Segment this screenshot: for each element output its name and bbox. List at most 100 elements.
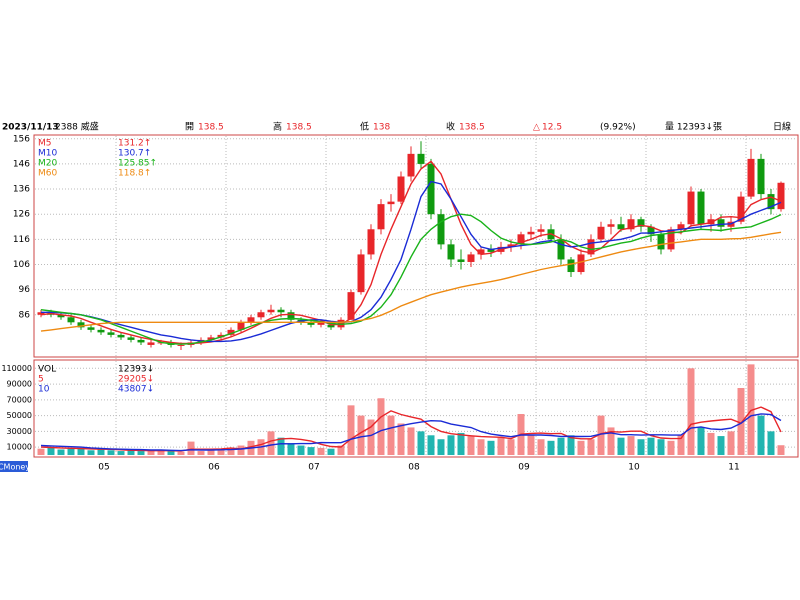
volume-bar (587, 439, 595, 455)
header-value: 12.5 (542, 123, 562, 133)
header-label: △ (533, 123, 540, 133)
brand: CMoney (0, 463, 30, 472)
candle-body (677, 224, 685, 230)
legend-name: M20 (38, 159, 57, 169)
candle-body (217, 334, 225, 338)
candle-body (607, 224, 615, 227)
header-label: 開 (185, 122, 194, 133)
candle-body (367, 229, 375, 255)
candle-body (377, 204, 385, 230)
candle-body (487, 249, 495, 252)
candle-body (117, 334, 125, 338)
legend-value: 43807↓ (118, 385, 154, 395)
volume-bar (487, 440, 495, 455)
candle-body (777, 182, 785, 210)
volume-tick-label: 90000 (7, 380, 32, 389)
volume-bar (67, 448, 75, 455)
candle-body (717, 219, 725, 227)
volume-bar (207, 450, 215, 455)
volume-bar (737, 388, 745, 455)
candle-body (647, 226, 655, 235)
volume-bar (397, 423, 405, 455)
volume-bar (637, 439, 645, 455)
header-label: 低 (360, 121, 369, 133)
x-tick-label: 06 (208, 463, 220, 473)
volume-bar (747, 364, 755, 455)
candle-body (447, 244, 455, 260)
volume-bar (447, 435, 455, 455)
candle-body (287, 312, 295, 320)
volume-bar (237, 445, 245, 455)
volume-bar (107, 450, 115, 455)
candle-body (507, 244, 515, 247)
volume-tick-label: 30000 (7, 427, 32, 436)
volume-bar (697, 427, 705, 455)
candle-body (457, 259, 465, 262)
y-tick-label: 136 (13, 185, 30, 195)
volume-bar (357, 415, 365, 455)
legend-name: M10 (38, 149, 57, 159)
candle-body (127, 337, 135, 340)
legend-name: M5 (38, 139, 52, 149)
candle-body (467, 254, 475, 262)
header-text: 2023/11/13 (2, 123, 59, 133)
candle-body (617, 224, 625, 230)
candle-body (317, 322, 325, 325)
volume-bar (167, 451, 175, 455)
volume-bar (367, 419, 375, 455)
volume-bar (427, 435, 435, 455)
volume-bar (557, 437, 565, 455)
candle-body (737, 196, 745, 222)
legend-value: 118.8↑ (118, 169, 151, 179)
volume-bar (317, 447, 325, 455)
legend-name: 5 (38, 375, 44, 385)
volume-bar (707, 432, 715, 455)
candle-body (207, 337, 215, 340)
volume-tick-label: 10000 (7, 443, 32, 452)
candle-body (227, 329, 235, 335)
volume-bar (667, 440, 675, 455)
volume-bar (197, 451, 205, 455)
candle-body (357, 254, 365, 293)
candle-body (237, 322, 245, 330)
ma-line (40, 160, 782, 345)
candle-body (587, 239, 595, 255)
volume-bar (77, 447, 85, 455)
candle-body (517, 234, 525, 245)
candle-body (437, 214, 445, 245)
y-tick-label: 86 (19, 310, 31, 320)
volume-bar (547, 440, 555, 455)
header-text: 日線 (773, 121, 791, 133)
volume-bar (87, 450, 95, 455)
candle-body (417, 153, 425, 164)
candle-body (657, 234, 665, 250)
candle-body (577, 254, 585, 273)
volume-tick-label: 110000 (1, 364, 32, 373)
volume-bar (527, 435, 535, 455)
ma-line (40, 231, 782, 332)
header-label: 高 (273, 121, 282, 133)
legend-value: 12393↓ (118, 365, 154, 375)
candle-body (537, 229, 545, 232)
candle-body (67, 317, 75, 323)
candle-body (767, 194, 775, 210)
candle-body (97, 329, 105, 333)
volume-bar (777, 445, 785, 455)
x-tick-label: 10 (628, 463, 640, 473)
candle-body (407, 153, 415, 177)
volume-bar (137, 451, 145, 455)
candle-body (37, 312, 45, 315)
volume-bar (147, 451, 155, 455)
volume-bar (117, 451, 125, 455)
volume-bar (407, 427, 415, 455)
candle-body (597, 226, 605, 240)
volume-bar (377, 398, 385, 455)
candle-body (347, 292, 355, 320)
volume-bar (217, 449, 225, 455)
legend-value: 29205↓ (118, 375, 154, 385)
volume-bar (467, 436, 475, 455)
candle-body (697, 191, 705, 225)
volume-bar (327, 448, 335, 455)
legend-name: 10 (38, 385, 50, 395)
